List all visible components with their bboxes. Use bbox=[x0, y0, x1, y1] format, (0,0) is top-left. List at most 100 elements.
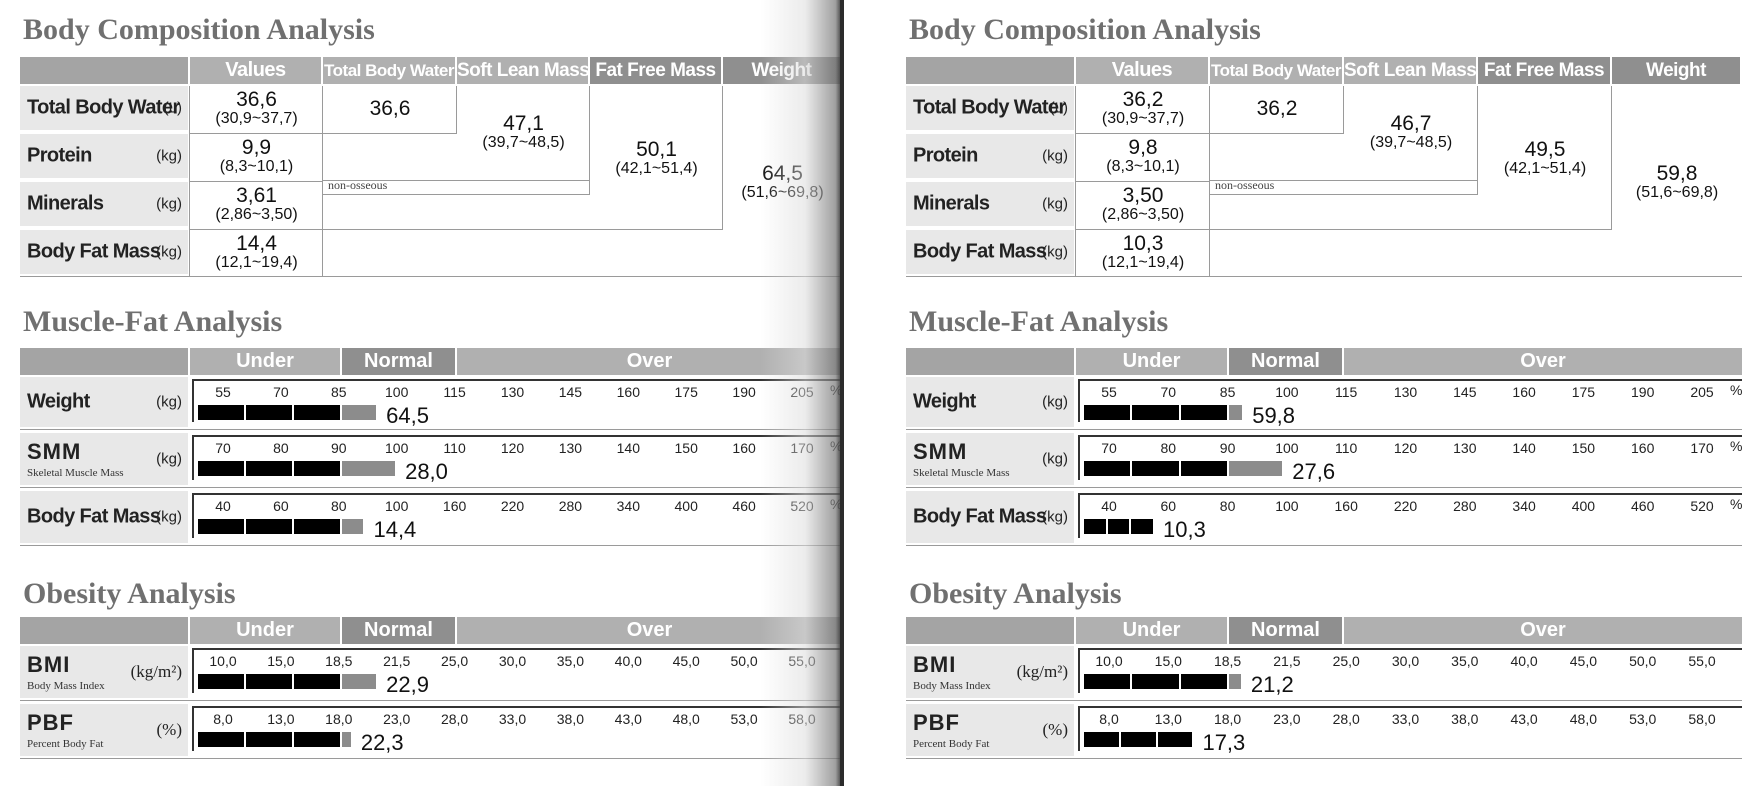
value-range: (2,86~3,50) bbox=[1101, 206, 1185, 223]
value-minerals: 3,50 (2,86~3,50) bbox=[1076, 185, 1210, 223]
weight-tick-label: 115 bbox=[1335, 384, 1358, 400]
smm-bar-value: 28,0 bbox=[405, 459, 448, 484]
obesity-header-normal: Normal bbox=[1229, 617, 1342, 644]
pbf-axis-top bbox=[1078, 706, 1742, 708]
weight-value: 59,8 (51,6~69,8) bbox=[1612, 163, 1742, 201]
weight-bar-segment bbox=[294, 405, 340, 420]
pbf-tick-label: 28,0 bbox=[1332, 711, 1360, 727]
bmi-tick-label: 18,5 bbox=[325, 653, 353, 669]
smm-axis-left bbox=[1078, 435, 1080, 480]
bfm-name: Body Fat Mass bbox=[913, 505, 1047, 528]
smm-axis-top bbox=[192, 435, 842, 437]
bmi-tick-label: 25,0 bbox=[440, 653, 469, 669]
pbf-bar-value: 22,3 bbox=[360, 730, 404, 755]
label-body-fat-mass: Body Fat Mass (kg) bbox=[20, 230, 188, 276]
bfm-tick-label: 460 bbox=[1631, 498, 1655, 514]
border-ffm-bottom bbox=[323, 229, 723, 230]
ffm-range: (42,1~51,4) bbox=[1503, 160, 1587, 177]
page-fold-shadow bbox=[760, 0, 842, 786]
weight-axis-top bbox=[1078, 379, 1742, 381]
bmi-tick-label: 30,0 bbox=[498, 653, 527, 669]
value-number: 36,6 bbox=[236, 88, 277, 111]
smm-axis-left bbox=[192, 435, 194, 480]
label-bmi: BMI Body Mass Index (kg/m²) bbox=[906, 646, 1074, 700]
bca-header-weight: Weight bbox=[1612, 57, 1740, 84]
bmi-tick-label: 18,5 bbox=[1213, 653, 1242, 669]
value-number: 14,4 bbox=[236, 232, 277, 255]
bfm-axis-left bbox=[192, 493, 194, 538]
non-osseous-note: non-osseous bbox=[328, 178, 388, 192]
border-slm-right bbox=[1477, 86, 1478, 195]
weight-unit: (kg) bbox=[1042, 393, 1068, 411]
weight-tick-label: 160 bbox=[616, 384, 640, 400]
value-number: 9,8 bbox=[1128, 136, 1158, 159]
pbf-bar-segment bbox=[198, 732, 244, 747]
tbw-column-value: 36,2 bbox=[1210, 98, 1344, 119]
report-page-left: Body Composition Analysis Muscle-Fat Anal… bbox=[0, 0, 842, 786]
tbw-number: 36,6 bbox=[369, 97, 411, 120]
border-slm-right bbox=[589, 86, 590, 195]
weight-tick-label: 70 bbox=[1160, 384, 1177, 400]
pbf-tick-label: 23,0 bbox=[383, 711, 411, 727]
border-tbw-right bbox=[456, 86, 457, 133]
border-tbw-bottom bbox=[1210, 133, 1344, 134]
bca-header-fat-free-mass: Fat Free Mass bbox=[1478, 57, 1610, 84]
value-tbw: 36,6 (30,9~37,7) bbox=[190, 89, 323, 127]
pbf-tick-label: 53,0 bbox=[1629, 711, 1657, 727]
bmi-unit: (kg/m²) bbox=[1016, 662, 1068, 681]
pbf-subtitle: Percent Body Fat bbox=[913, 738, 990, 750]
value-protein: 9,9 (8,3~10,1) bbox=[190, 137, 323, 175]
weight-name: Weight bbox=[27, 390, 90, 413]
label-protein: Protein (kg) bbox=[20, 134, 188, 180]
label-smm: SMM Skeletal Muscle Mass (kg) bbox=[20, 433, 188, 487]
pbf-tick-label: 13,0 bbox=[267, 711, 295, 727]
bca-header-blank bbox=[20, 57, 188, 84]
weight-tick-label: 85 bbox=[331, 384, 347, 400]
pbf-tick-label: 38,0 bbox=[1451, 711, 1479, 727]
bfm-tick-label: 280 bbox=[558, 498, 583, 514]
ffm-range: (42,1~51,4) bbox=[615, 160, 698, 177]
value-tbw: 36,2 (30,9~37,7) bbox=[1076, 89, 1210, 127]
weight-bar-segment bbox=[198, 405, 244, 420]
label-minerals: Minerals (kg) bbox=[20, 182, 188, 228]
section-title-muscle-fat: Muscle-Fat Analysis bbox=[23, 305, 283, 338]
pbf-tick-label: 53,0 bbox=[730, 711, 758, 727]
bfm-tick-label: 220 bbox=[1393, 498, 1418, 514]
value-number: 36,2 bbox=[1122, 88, 1164, 111]
bmi-bar-value: 22,9 bbox=[386, 672, 429, 697]
label-weight: Weight (kg) bbox=[906, 377, 1074, 429]
obesity-header-under: Under bbox=[1076, 617, 1227, 644]
bfm-bar-segment bbox=[1084, 519, 1106, 534]
bmi-bar-value: 21,2 bbox=[1250, 672, 1294, 697]
value-range: (12,1~19,4) bbox=[215, 254, 298, 271]
bfm-unit: (kg) bbox=[156, 508, 182, 526]
smm-unit: (kg) bbox=[156, 450, 182, 468]
pbf-bar-segment bbox=[1120, 732, 1156, 747]
border-ffm-bottom bbox=[1210, 229, 1612, 230]
weight-bar-value: 64,5 bbox=[386, 403, 429, 428]
weight-bar-over bbox=[342, 405, 377, 420]
bmi-bar-segment bbox=[198, 674, 244, 689]
bmi-bar-segment bbox=[1084, 674, 1131, 689]
weight-tick-label: 160 bbox=[1512, 384, 1536, 400]
section-title-body-composition: Body Composition Analysis bbox=[909, 13, 1261, 46]
weight-tick-label: 205 bbox=[1690, 384, 1714, 400]
smm-tick-label: 140 bbox=[616, 440, 640, 456]
smm-bar-segment bbox=[246, 461, 292, 476]
smm-tick-label: 100 bbox=[1275, 440, 1299, 456]
pbf-name: PBF bbox=[27, 710, 74, 735]
weight-tick-label: 190 bbox=[732, 384, 756, 400]
pbf-bar-segment bbox=[1084, 732, 1119, 747]
bmi-axis-left bbox=[192, 648, 194, 693]
obesity-header-blank bbox=[906, 617, 1074, 644]
weight-tick-label: 85 bbox=[1219, 384, 1236, 400]
bmi-tick-label: 40,0 bbox=[614, 653, 642, 669]
smm-tick-label: 100 bbox=[385, 440, 409, 456]
value-minerals: 3,61 (2,86~3,50) bbox=[190, 185, 323, 223]
pbf-bar-segment bbox=[294, 732, 340, 747]
bfm-axis-top bbox=[1078, 493, 1742, 495]
bmi-tick-label: 40,0 bbox=[1510, 653, 1538, 669]
bca-header-total-body-water: Total Body Water bbox=[323, 57, 455, 84]
muscle-fat-header-under: Under bbox=[1076, 348, 1227, 375]
pbf-tick-label: 33,0 bbox=[1391, 711, 1420, 727]
